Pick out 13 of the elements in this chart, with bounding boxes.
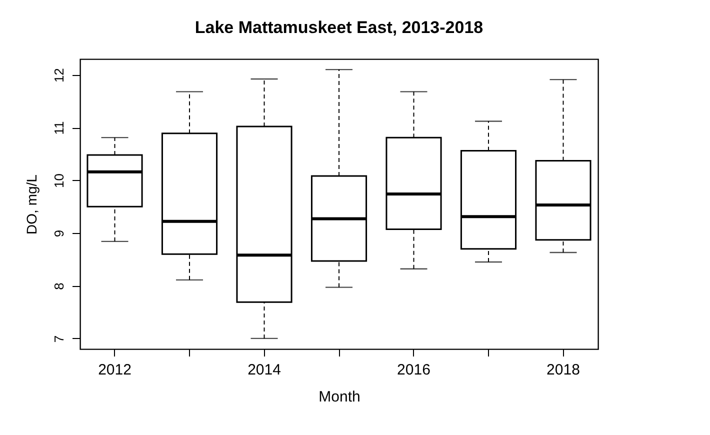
x-tick-label: 2014 [248,362,281,378]
x-tick-label: 2012 [98,362,132,378]
x-tick-label: 2018 [546,362,580,378]
y-tick-label: 11 [52,121,66,135]
y-tick-label: 7 [52,335,66,343]
x-tick-label: 2016 [397,362,430,378]
y-tick-label: 10 [52,174,66,188]
y-axis-title: DO, mg/L [24,174,40,234]
y-tick-label: 8 [52,282,66,290]
y-tick-label: 12 [52,68,66,83]
y-tick-label: 9 [52,230,66,238]
x-axis-title: Month [318,388,360,406]
chart-title: Lake Mattamuskeet East, 2013-2018 [194,18,484,37]
